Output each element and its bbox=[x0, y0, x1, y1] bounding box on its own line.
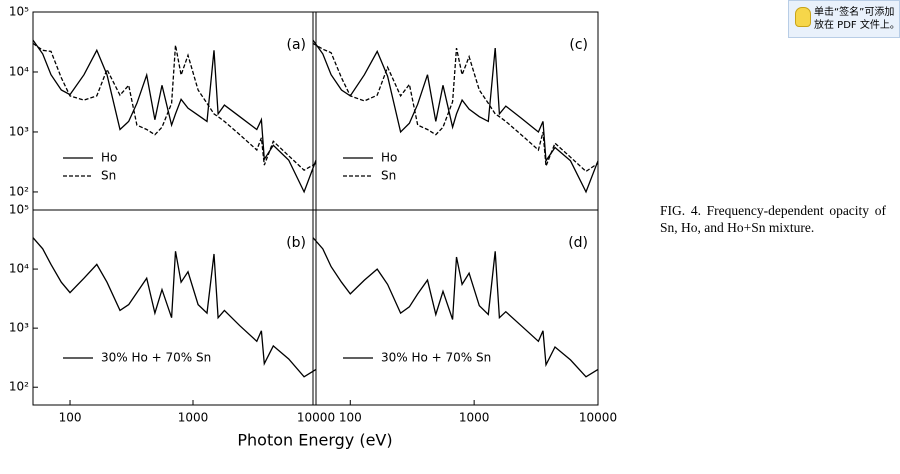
bulb-icon bbox=[795, 7, 811, 27]
x-tick-label: 1000 bbox=[178, 411, 209, 425]
series-line bbox=[312, 39, 599, 194]
series-line bbox=[32, 39, 317, 194]
caption: FIG. 4. Frequency-dependent opacity of S… bbox=[660, 203, 886, 235]
plot-frame bbox=[32, 11, 317, 211]
x-tick-label: 10000 bbox=[579, 411, 617, 425]
plot-frame bbox=[312, 209, 599, 406]
x-tick-label: 1000 bbox=[459, 411, 490, 425]
panel-label: (d) bbox=[568, 235, 588, 251]
series-line bbox=[32, 42, 317, 172]
series-line bbox=[312, 237, 599, 378]
y-tick-label: 10⁴ bbox=[9, 64, 29, 78]
y-tick-label: 10³ bbox=[9, 321, 29, 335]
tooltip-line: 单击“签名”可添加 bbox=[814, 7, 895, 18]
panel-label: (a) bbox=[286, 37, 306, 53]
tooltip: 单击“签名”可添加 放在 PDF 文件上。 bbox=[788, 0, 900, 38]
y-tick-label: 10⁴ bbox=[9, 262, 29, 276]
plot-frame bbox=[312, 11, 599, 211]
legend-label: Sn bbox=[381, 169, 396, 183]
tooltip-text: 单击“签名”可添加 放在 PDF 文件上。 bbox=[814, 6, 900, 32]
y-tick-label: 10⁵ bbox=[9, 203, 29, 217]
legend-label: Ho bbox=[381, 151, 397, 165]
tooltip-line: 放在 PDF 文件上。 bbox=[814, 20, 900, 31]
legend-label: 30% Ho + 70% Sn bbox=[381, 351, 491, 365]
x-axis-label: Photon Energy (eV) bbox=[237, 431, 392, 450]
series-line bbox=[32, 237, 317, 378]
x-tick-label: 100 bbox=[339, 411, 362, 425]
plot-frame bbox=[32, 209, 317, 406]
y-tick-label: 10⁵ bbox=[9, 5, 29, 19]
series-line bbox=[312, 42, 599, 173]
panel-label: (b) bbox=[286, 235, 306, 251]
y-tick-label: 10² bbox=[9, 184, 29, 198]
legend-label: Sn bbox=[101, 169, 116, 183]
legend-label: Ho bbox=[101, 151, 117, 165]
figure: Photon Energy (eV) 10⁵ 10⁴ 10³ 10² (a) Ho Sn 10… bbox=[9, 5, 617, 450]
x-tick-label: 10000 bbox=[297, 411, 335, 425]
legend-label: 30% Ho + 70% Sn bbox=[101, 351, 211, 365]
panel-label: (c) bbox=[569, 37, 588, 53]
y-tick-label: 10³ bbox=[9, 124, 29, 138]
y-tick-label: 10² bbox=[9, 380, 29, 394]
x-tick-label: 100 bbox=[59, 411, 82, 425]
